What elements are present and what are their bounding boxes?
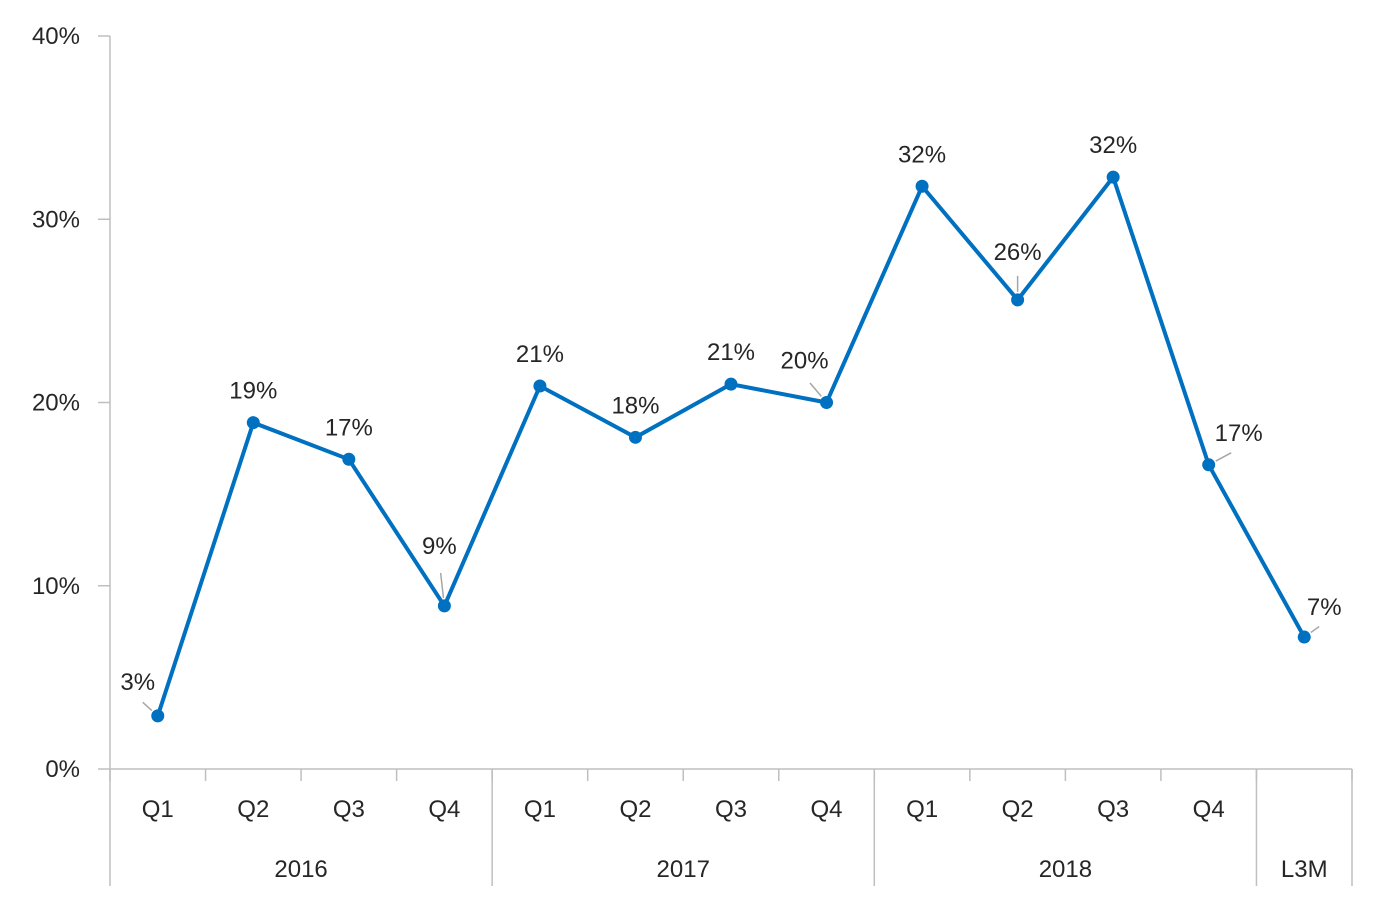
data-point xyxy=(342,452,356,466)
data-point xyxy=(151,709,165,723)
y-tick-label: 0% xyxy=(45,756,80,783)
data-point xyxy=(1106,170,1120,184)
x-category-label: Q3 xyxy=(715,796,747,823)
x-category-label: Q1 xyxy=(906,796,938,823)
x-category-label: Q4 xyxy=(811,796,843,823)
data-label: 21% xyxy=(707,339,755,366)
data-label-leader xyxy=(1215,452,1232,462)
data-label: 9% xyxy=(422,533,457,560)
data-label: 20% xyxy=(781,348,829,375)
series-line xyxy=(155,175,1307,718)
x-category-label: Q3 xyxy=(1097,796,1129,823)
data-label-leader xyxy=(1310,625,1320,634)
y-tick-label: 10% xyxy=(32,573,80,600)
x-category-label: Q2 xyxy=(619,796,651,823)
y-tick-label: 40% xyxy=(32,23,80,50)
data-label: 3% xyxy=(120,669,155,696)
data-label: 32% xyxy=(1089,132,1137,159)
x-group-label: 2018 xyxy=(1039,856,1092,883)
data-label: 26% xyxy=(994,239,1042,266)
x-category-label: Q1 xyxy=(142,796,174,823)
data-label-leader xyxy=(809,382,822,397)
data-label: 17% xyxy=(325,414,373,441)
data-point xyxy=(533,379,547,393)
data-point xyxy=(437,599,451,613)
x-category-label: Q3 xyxy=(333,796,365,823)
data-label-leader xyxy=(142,701,153,712)
data-point xyxy=(246,416,260,430)
x-category-label: Q4 xyxy=(428,796,460,823)
y-tick-label: 20% xyxy=(32,390,80,417)
data-point xyxy=(1202,458,1216,472)
y-tick-label: 30% xyxy=(32,206,80,233)
data-point xyxy=(820,396,834,409)
x-category-label: Q2 xyxy=(237,796,269,823)
data-label: 32% xyxy=(898,141,946,168)
data-point xyxy=(628,430,642,444)
data-point xyxy=(915,179,929,193)
x-category-label: Q4 xyxy=(1193,796,1225,823)
data-label: 21% xyxy=(516,341,564,368)
x-category-label: Q2 xyxy=(1002,796,1034,823)
data-label-leader xyxy=(439,572,445,599)
data-label: 18% xyxy=(611,392,659,419)
x-group-label: 2016 xyxy=(274,856,327,883)
x-category-label: Q1 xyxy=(524,796,556,823)
data-point xyxy=(724,377,738,391)
data-point xyxy=(1011,293,1025,307)
data-label: 7% xyxy=(1307,594,1342,621)
data-label: 19% xyxy=(229,378,277,405)
x-group-label: 2017 xyxy=(657,856,710,883)
data-label: 17% xyxy=(1215,420,1263,447)
data-point xyxy=(1297,630,1311,644)
x-group-label: L3M xyxy=(1281,856,1328,883)
